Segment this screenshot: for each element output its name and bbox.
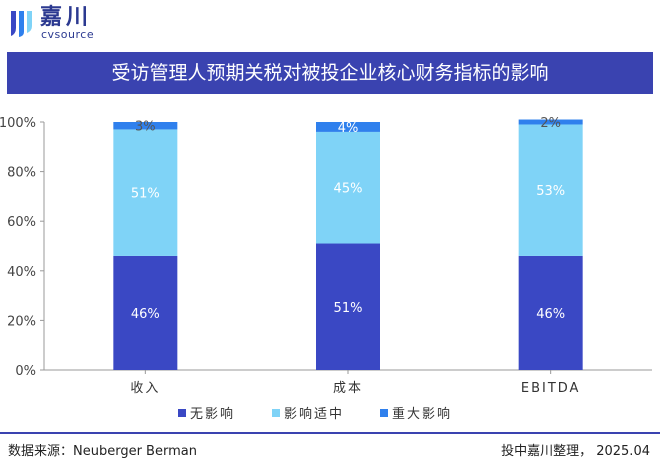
logo-mark-icon — [11, 11, 32, 37]
y-tick-label: 20% — [7, 314, 36, 329]
brand-name-cn: 嘉川 — [40, 5, 93, 30]
legend-swatch — [272, 409, 280, 417]
bar-segment — [518, 119, 583, 125]
bar-segment — [113, 129, 178, 256]
chart-title: 受访管理人预期关税对被投企业核心财务指标的影响 — [7, 52, 653, 94]
data-label: 45% — [334, 182, 363, 197]
x-tick-label: 收入 — [130, 381, 160, 396]
legend-label: 无影响 — [190, 406, 235, 422]
y-tick-label: 80% — [7, 166, 36, 181]
bar-segment — [113, 122, 178, 130]
x-tick-label: EBITDA — [521, 381, 581, 396]
bar-segment — [316, 243, 380, 370]
brand-name-en: cvsource — [41, 28, 95, 41]
y-tick-label: 100% — [0, 116, 36, 131]
bar-segment — [518, 255, 583, 370]
bar-segment — [316, 122, 380, 132]
data-source: 数据来源：Neuberger Berman — [8, 444, 197, 459]
brand-logo: 嘉川 cvsource — [8, 5, 128, 41]
y-tick-label: 60% — [7, 215, 36, 230]
bar-segment — [518, 124, 583, 256]
data-label: 4% — [338, 121, 359, 136]
legend-label: 重大影响 — [392, 406, 452, 422]
data-label: 51% — [334, 301, 363, 316]
x-tick-label: 成本 — [333, 381, 363, 396]
y-tick-label: 0% — [15, 364, 36, 379]
legend-swatch — [380, 409, 388, 417]
footer-divider — [0, 432, 660, 434]
bar-segment — [316, 131, 380, 244]
data-label: 53% — [536, 184, 565, 199]
data-label: 46% — [536, 307, 565, 322]
bar-segment — [113, 255, 178, 370]
legend-swatch — [178, 409, 186, 417]
y-tick-label: 40% — [7, 265, 36, 280]
data-label: 3% — [135, 120, 156, 135]
footer-credit: 投中嘉川整理， 2025.04 — [501, 444, 650, 459]
data-label: 51% — [131, 187, 160, 202]
stacked-bar-chart: 0% 20% 40% 60% 80% 100% 46% 51% 3% 收入 51% 45% 4% 成本 46… — [0, 116, 652, 422]
legend-label: 影响适中 — [284, 406, 344, 422]
data-label: 46% — [131, 307, 160, 322]
data-label: 2% — [540, 116, 561, 131]
